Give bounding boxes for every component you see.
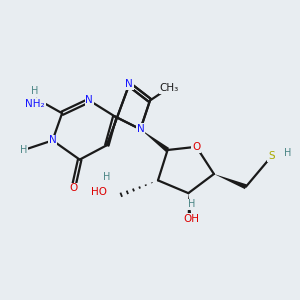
Text: H: H [284, 148, 291, 158]
Polygon shape [188, 193, 193, 224]
Text: H: H [103, 172, 110, 182]
Text: S: S [268, 152, 275, 161]
Text: H: H [20, 145, 27, 155]
Text: N: N [49, 135, 56, 146]
Text: HO: HO [91, 187, 107, 196]
Polygon shape [140, 129, 169, 152]
Polygon shape [214, 174, 247, 189]
Text: N: N [136, 124, 144, 134]
Text: O: O [192, 142, 200, 152]
Text: CH₃: CH₃ [160, 83, 179, 93]
Text: N: N [85, 95, 93, 106]
Text: H: H [31, 86, 39, 96]
Text: H: H [188, 199, 195, 209]
Text: NH₂: NH₂ [25, 99, 45, 109]
Text: O: O [69, 183, 77, 194]
Text: OH: OH [184, 214, 200, 224]
Text: N: N [125, 80, 133, 89]
